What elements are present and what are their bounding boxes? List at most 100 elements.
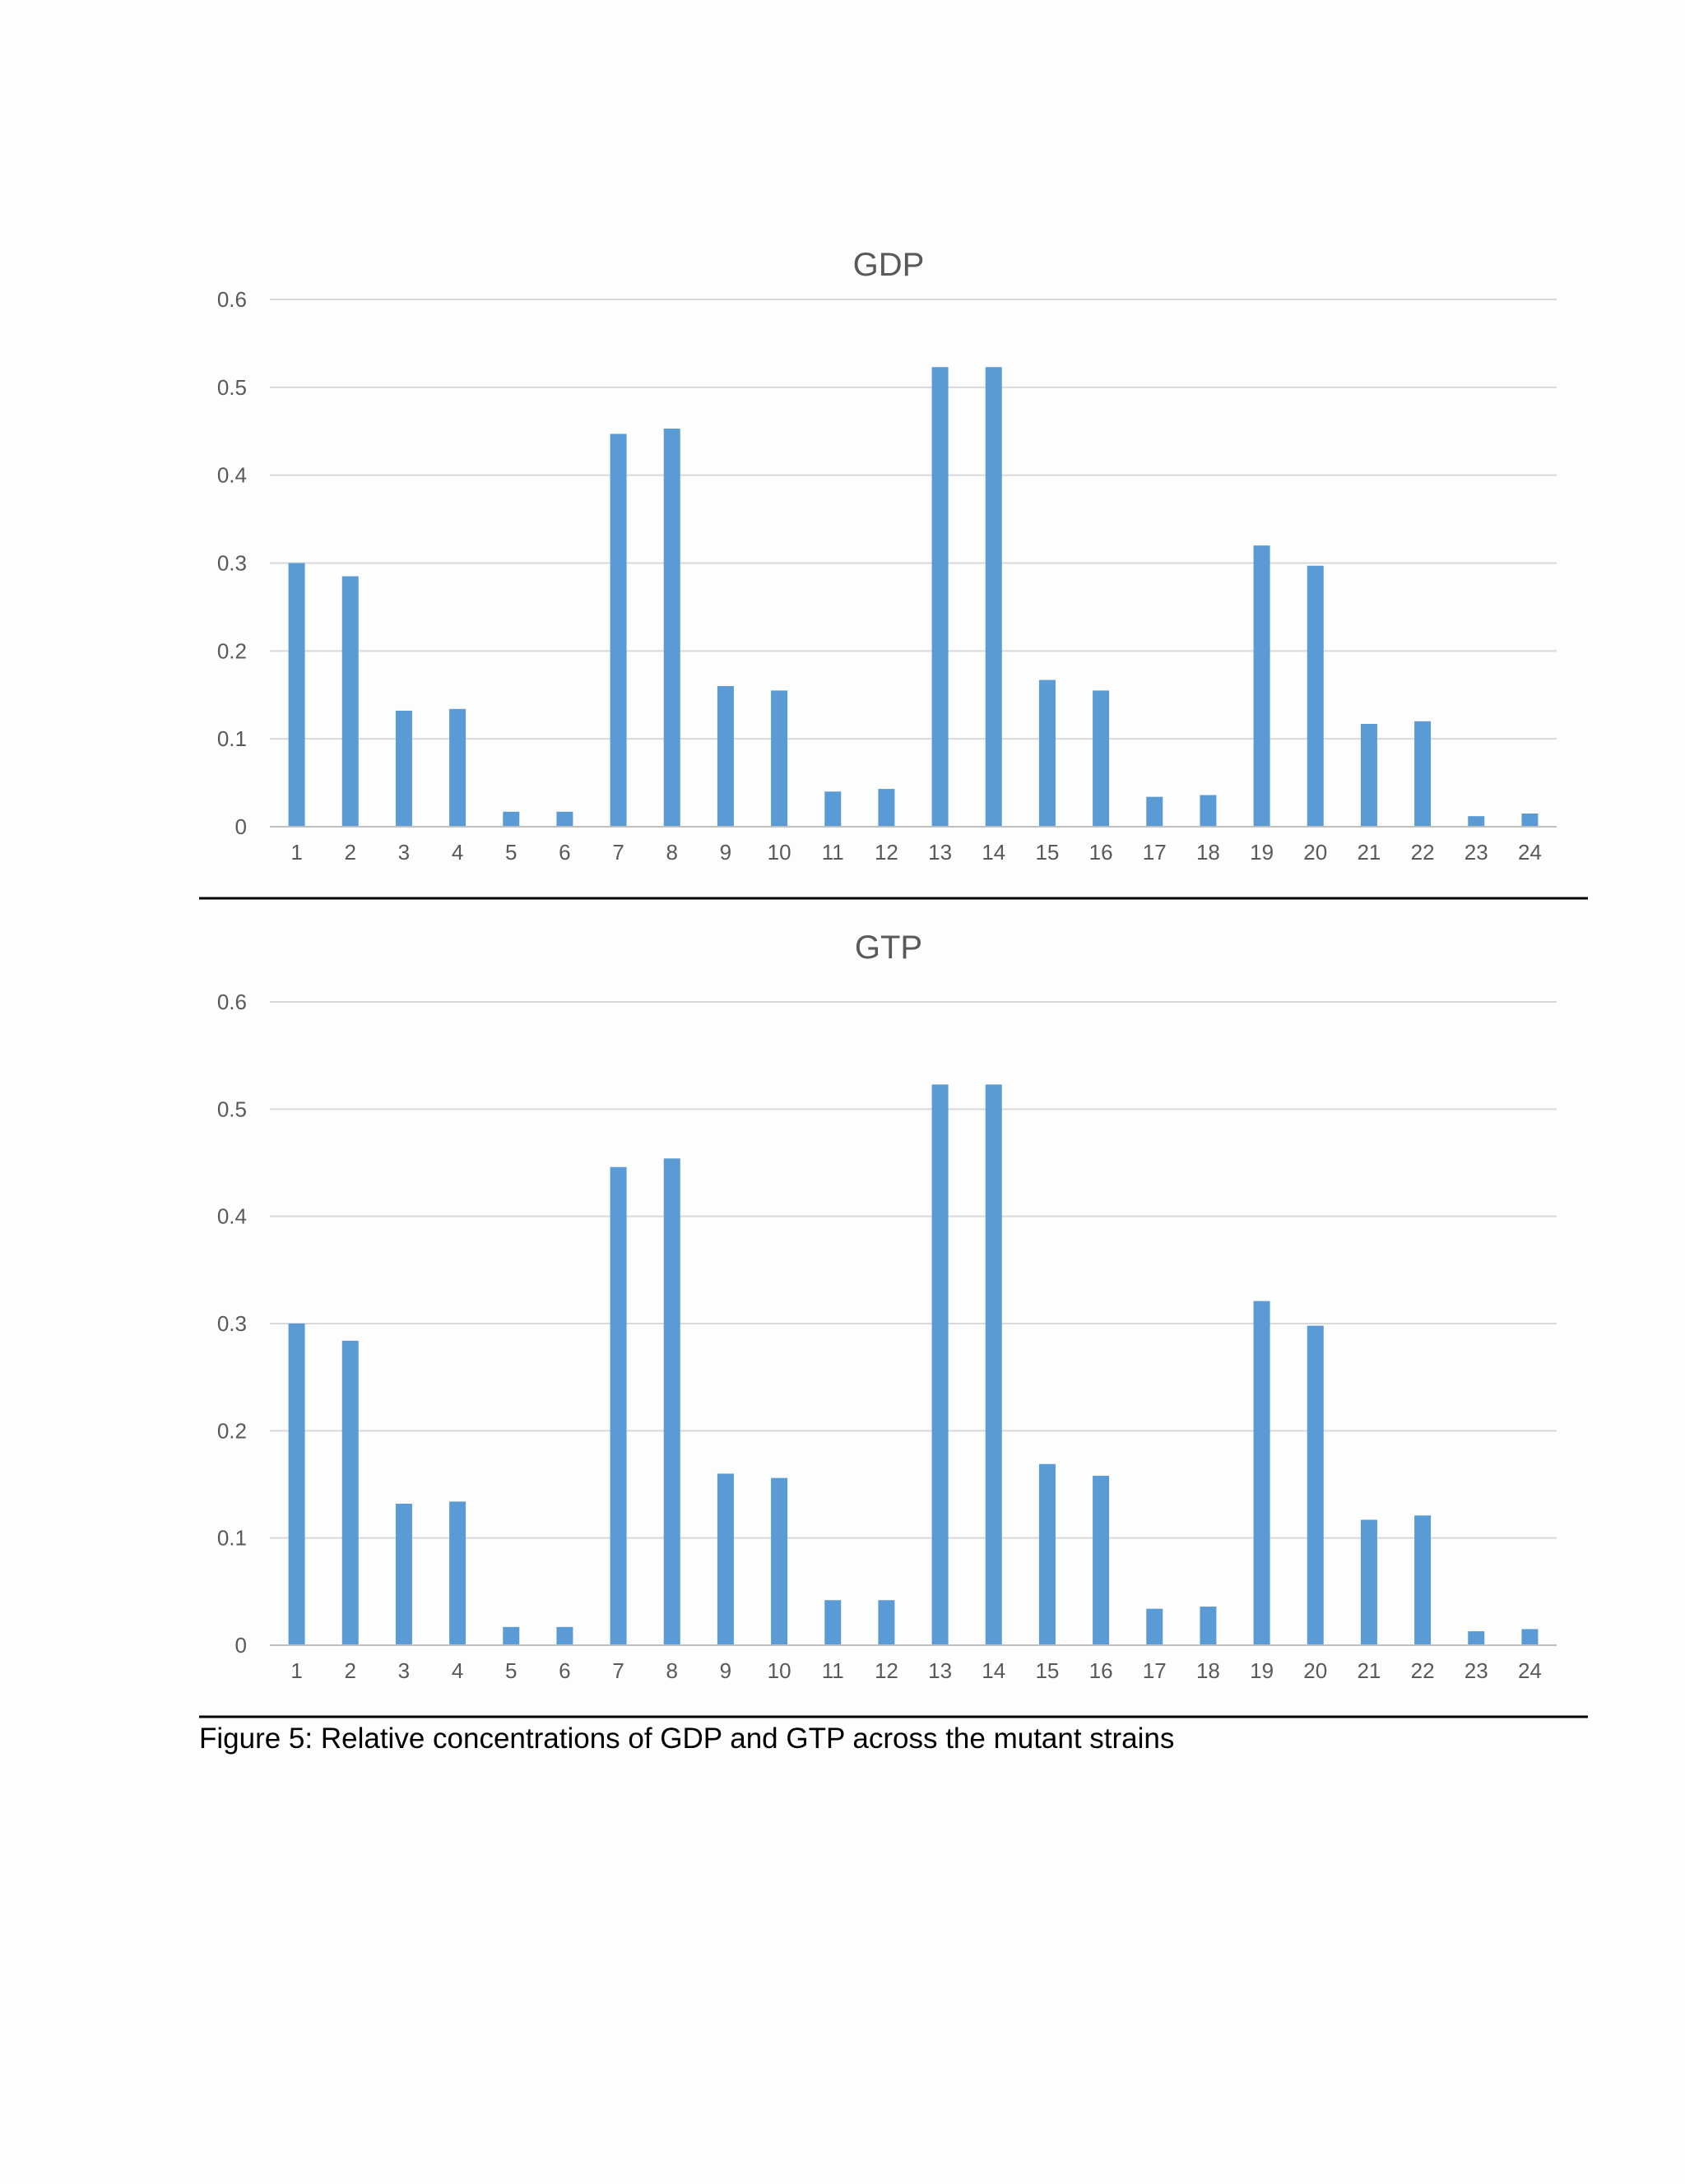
x-tick-label: 24 [1518,840,1542,865]
bar [1307,565,1324,827]
bar [1360,724,1377,827]
y-tick-label: 0.3 [217,1311,247,1336]
y-tick-label: 0 [235,814,247,839]
x-tick-label: 10 [768,1658,791,1683]
x-tick-label: 23 [1465,1658,1488,1683]
x-tick-label: 15 [1035,1658,1059,1683]
bar [1521,813,1539,827]
x-tick-label: 7 [612,1658,624,1683]
y-tick-label: 0.6 [217,990,247,1014]
bar [985,367,1002,827]
x-tick-label: 1 [290,1658,302,1683]
x-tick-label: 11 [822,840,844,865]
x-tick-label: 1 [290,840,302,865]
bar [824,791,842,827]
bar [1200,1607,1217,1645]
x-tick-label: 19 [1250,840,1274,865]
bar [1253,545,1270,827]
bar [771,690,788,827]
x-tick-label: 23 [1465,840,1488,865]
bar [1521,1629,1539,1645]
bar [824,1600,842,1645]
bar [771,1477,788,1645]
x-tick-label: 7 [612,840,624,865]
x-tick-label: 9 [720,840,731,865]
bar [1253,1301,1270,1645]
bar [503,1626,520,1645]
bar [931,367,949,827]
bar [288,1324,305,1645]
bar [395,1503,412,1645]
y-tick-label: 0.5 [217,375,247,400]
x-tick-label: 13 [928,1658,952,1683]
bar [1200,795,1217,827]
x-tick-label: 21 [1357,840,1381,865]
bar [663,1158,680,1645]
x-tick-label: 4 [452,1658,463,1683]
x-tick-label: 9 [720,1658,731,1683]
x-tick-label: 24 [1518,1658,1542,1683]
x-tick-label: 6 [559,840,570,865]
y-tick-label: 0.4 [217,1204,247,1229]
bar [610,434,627,827]
x-tick-label: 11 [822,1658,844,1683]
bar [1360,1519,1377,1645]
bar [1468,816,1485,827]
x-tick-label: 18 [1196,1658,1220,1683]
bar [288,563,305,827]
x-tick-label: 22 [1411,840,1435,865]
x-tick-label: 3 [398,840,410,865]
x-tick-label: 3 [398,1658,410,1683]
x-tick-label: 17 [1143,840,1167,865]
x-tick-label: 2 [345,840,356,865]
bar [1146,1608,1163,1645]
x-tick-label: 8 [666,1658,678,1683]
bar [556,811,573,827]
bar [341,1340,359,1645]
x-tick-label: 5 [505,840,517,865]
bar [931,1084,949,1645]
bar [1146,796,1163,827]
x-tick-label: 4 [452,840,463,865]
x-tick-label: 16 [1089,1658,1113,1683]
y-tick-label: 0.6 [217,287,247,312]
x-tick-label: 17 [1143,1658,1167,1683]
figure-caption: Figure 5: Relative concentrations of GDP… [199,1723,1175,1755]
bar [878,1600,895,1645]
y-tick-label: 0.1 [217,726,247,751]
bar [1038,1463,1056,1645]
y-tick-label: 0.4 [217,463,247,488]
x-tick-label: 20 [1303,840,1327,865]
bar [1093,1476,1110,1645]
bar [395,710,412,827]
x-tick-label: 22 [1411,1658,1435,1683]
y-tick-label: 0.2 [217,1418,247,1443]
x-tick-label: 21 [1357,1658,1381,1683]
x-tick-label: 8 [666,840,678,865]
x-tick-label: 6 [559,1658,570,1683]
bar [503,811,520,827]
bar [449,708,467,827]
x-tick-label: 12 [875,840,898,865]
x-tick-label: 2 [345,1658,356,1683]
x-tick-label: 13 [928,840,952,865]
bar [1093,690,1110,827]
y-tick-label: 0.3 [217,551,247,576]
y-tick-label: 0.5 [217,1097,247,1121]
x-tick-label: 12 [875,1658,898,1683]
x-tick-label: 5 [505,1658,517,1683]
x-tick-label: 19 [1250,1658,1274,1683]
bar [717,686,734,827]
x-tick-label: 18 [1196,840,1220,865]
x-tick-label: 20 [1303,1658,1327,1683]
bar [878,789,895,827]
bar [449,1501,467,1645]
bar [556,1626,573,1645]
bar [1307,1325,1324,1645]
x-tick-label: 15 [1035,840,1059,865]
chart-title: GDP [853,247,925,283]
bar [985,1084,1002,1645]
